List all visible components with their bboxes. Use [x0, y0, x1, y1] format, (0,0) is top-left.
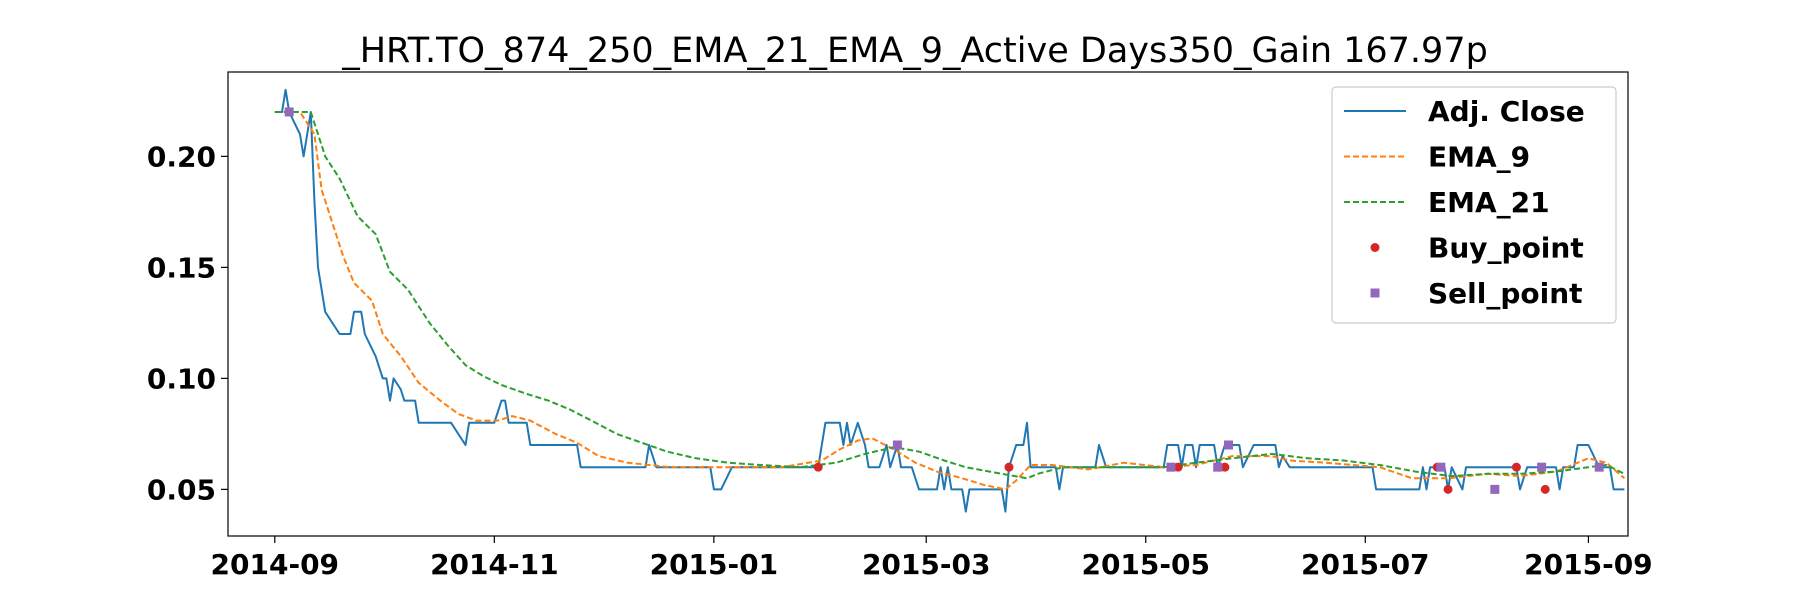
legend-box — [1331, 86, 1617, 324]
sell-point-marker — [1213, 462, 1223, 472]
series-line-adj-close — [274, 88, 1625, 513]
legend: Adj. Close EMA_9 EMA_21 Buy_point Sell_point — [1331, 86, 1617, 324]
plot-area — [274, 88, 1626, 513]
y-tick-label: 0.05 — [147, 473, 216, 506]
sell-point-marker — [1490, 484, 1500, 494]
x-tick-label: 2015-01 — [650, 548, 779, 581]
legend-label-ema-9: EMA_9 — [1428, 141, 1530, 174]
y-tick-label: 0.15 — [147, 251, 216, 284]
buy-point-marker — [1173, 462, 1183, 472]
buy-point-marker — [813, 462, 823, 472]
sell-point-marker — [1537, 462, 1547, 472]
sell-point-marker — [1436, 462, 1446, 472]
legend-label-sell-point: Sell_point — [1428, 277, 1583, 310]
legend-label-buy-point: Buy_point — [1428, 232, 1584, 265]
sell-point-marker — [1166, 462, 1176, 472]
legend-swatch-buy-point — [1370, 243, 1380, 252]
sell-point-marker — [1594, 462, 1604, 472]
chart-title: _HRT.TO_874_250_EMA_21_EMA_9_Active Days… — [341, 31, 1488, 71]
x-tick-label: 2014-11 — [430, 548, 559, 581]
y-tick-label: 0.20 — [147, 140, 216, 173]
x-tick-label: 2015-03 — [862, 548, 991, 581]
legend-swatch-sell-point — [1370, 288, 1380, 298]
series-line-ema-9 — [274, 111, 1626, 491]
x-tick-label: 2014-09 — [211, 548, 340, 581]
legend-label-adj-close: Adj. Close — [1428, 95, 1585, 128]
x-tick-label: 2015-05 — [1081, 548, 1210, 581]
buy-point-marker — [1220, 462, 1230, 472]
x-tick-label: 2015-09 — [1524, 548, 1653, 581]
y-axis: 0.05 0.10 0.15 0.20 — [147, 140, 228, 506]
y-tick-label: 0.10 — [147, 362, 216, 395]
buy-point-marker — [1004, 462, 1014, 472]
sell-point-marker — [1224, 440, 1234, 450]
legend-label-ema-21: EMA_21 — [1428, 186, 1550, 219]
buy-point-marker — [1443, 484, 1453, 494]
buy-point-marker — [1511, 462, 1521, 472]
sell-point-marker — [284, 107, 294, 117]
buy-point-marker — [1540, 484, 1550, 494]
x-axis: 2014-09 2014-11 2015-01 2015-03 2015-05 2015-… — [211, 536, 1653, 581]
series-line-ema-21 — [274, 111, 1625, 480]
plot-frame — [227, 71, 1629, 537]
x-tick-label: 2015-07 — [1301, 548, 1430, 581]
sell-point-marker — [892, 440, 902, 450]
